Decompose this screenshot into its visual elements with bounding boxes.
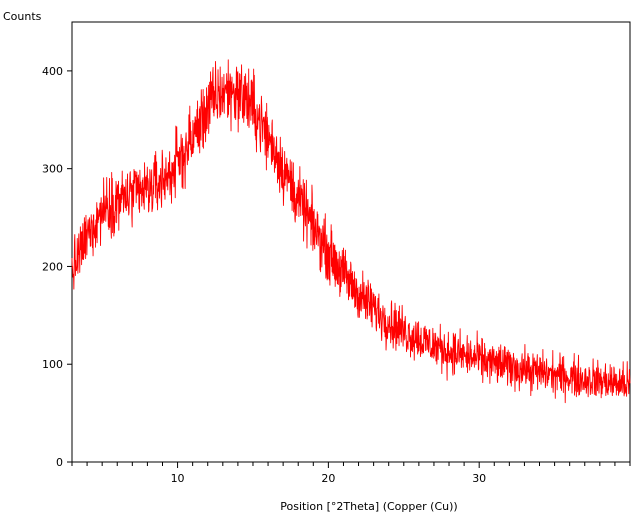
series-line — [71, 59, 631, 404]
y-tick-label: 400 — [42, 65, 63, 78]
plot-frame — [71, 21, 631, 463]
y-axis: 0 100 200 300 400 — [42, 65, 72, 469]
x-tick-label: 20 — [321, 472, 335, 485]
plot-border — [71, 21, 631, 463]
y-tick-label: 200 — [42, 260, 63, 273]
y-tick-label: 100 — [42, 358, 63, 371]
y-tick-label: 0 — [56, 456, 63, 469]
y-tick-label: 300 — [42, 163, 63, 176]
y-axis-title: Counts — [3, 10, 42, 23]
series-layer — [71, 59, 631, 404]
x-axis-title: Position [°2Theta] (Copper (Cu)) — [280, 500, 457, 513]
x-axis: 10 20 30 — [71, 462, 631, 485]
x-tick-label: 10 — [171, 472, 185, 485]
x-tick-label: 30 — [472, 472, 486, 485]
